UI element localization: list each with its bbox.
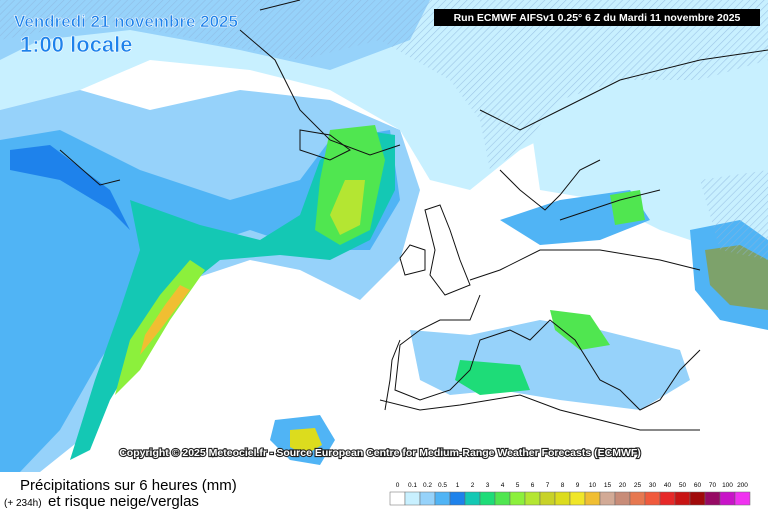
precip-zone — [705, 245, 768, 310]
legend-swatch — [509, 491, 526, 506]
legend-label: 100 — [722, 482, 733, 489]
legend-label: 40 — [664, 482, 672, 489]
legend-swatch — [659, 491, 676, 506]
precip-zone — [530, 90, 768, 260]
legend-swatch — [734, 491, 751, 506]
europe-coast — [394, 249, 701, 411]
legend-label: 8 — [561, 482, 565, 489]
precip-zone — [550, 310, 610, 350]
legend-swatch — [674, 491, 691, 506]
legend-swatch — [554, 491, 571, 506]
iceland-coast — [299, 129, 351, 161]
snow-risk — [0, 0, 768, 170]
run-info: Run ECMWF AIFSv1 0.25° 6 Z du Mardi 11 n… — [454, 12, 741, 24]
greenland-coast — [59, 0, 401, 186]
precip-zone — [330, 180, 365, 235]
british-isles — [399, 204, 471, 296]
legend-label: 70 — [709, 482, 717, 489]
legend-label: 10 — [589, 482, 597, 489]
legend-label: 0 — [396, 482, 400, 489]
legend-swatch — [389, 491, 406, 506]
legend-label: 0.2 — [423, 482, 432, 489]
snow-risk — [700, 170, 768, 260]
legend-swatch — [479, 491, 496, 506]
forecast-time: 1:00 locale — [20, 32, 133, 57]
precip-zone — [455, 360, 530, 395]
legend-swatch — [449, 491, 466, 506]
legend-swatch — [614, 491, 631, 506]
legend-swatch — [464, 491, 481, 506]
legend-swatch — [704, 491, 721, 506]
legend-label: 0.5 — [438, 482, 447, 489]
coastlines — [59, 0, 768, 431]
copyright: Copyright © 2025 Meteociel.fr - Source E… — [119, 447, 641, 459]
legend-swatch — [584, 491, 601, 506]
legend-label: 1 — [456, 482, 460, 489]
scandinavia — [479, 49, 768, 221]
portugal-coast — [384, 339, 401, 411]
legend-swatch — [434, 491, 451, 506]
footer-lead: (+ 234h) — [4, 498, 42, 509]
legend-swatch — [689, 491, 706, 506]
legend-swatch — [419, 491, 436, 506]
precip-zone — [610, 190, 645, 225]
legend-swatch — [599, 491, 616, 506]
legend-label: 25 — [634, 482, 642, 489]
precip-zone — [70, 130, 395, 460]
legend-label: 6 — [531, 482, 535, 489]
legend-swatch — [524, 491, 541, 506]
legend-label: 3 — [486, 482, 490, 489]
legend-label: 20 — [619, 482, 627, 489]
precip-zone — [290, 428, 322, 455]
africa-coast — [379, 394, 700, 431]
legend-label: 5 — [516, 482, 520, 489]
legend-swatch — [539, 491, 556, 506]
legend-label: 2 — [471, 482, 475, 489]
legend-label: 50 — [679, 482, 687, 489]
legend-swatch — [494, 491, 511, 506]
legend: 0 0.1 0.2 0.5 1 2 3 4 5 6 7 8 9 10 15 20 25 30 40 50 60 70 100… — [389, 482, 751, 506]
legend-swatch — [569, 491, 586, 506]
legend-label: 15 — [604, 482, 612, 489]
legend-label: 9 — [576, 482, 580, 489]
precip-zone — [140, 285, 190, 355]
legend-swatch — [719, 491, 736, 506]
legend-label: 7 — [546, 482, 550, 489]
forecast-date: Vendredi 21 novembre 2025 — [14, 12, 238, 31]
legend-swatch — [629, 491, 646, 506]
legend-label: 0.1 — [408, 482, 417, 489]
footer-subtitle: et risque neige/verglas — [48, 493, 199, 510]
precip-zone — [10, 145, 130, 230]
map-area — [0, 0, 768, 472]
footer-title: Précipitations sur 6 heures (mm) — [20, 477, 237, 494]
legend-label: 60 — [694, 482, 702, 489]
legend-label: 4 — [501, 482, 505, 489]
run-box — [434, 9, 760, 26]
legend-swatch — [404, 491, 421, 506]
legend-label: 30 — [649, 482, 657, 489]
legend-swatch — [644, 491, 661, 506]
legend-label: 200 — [737, 482, 748, 489]
